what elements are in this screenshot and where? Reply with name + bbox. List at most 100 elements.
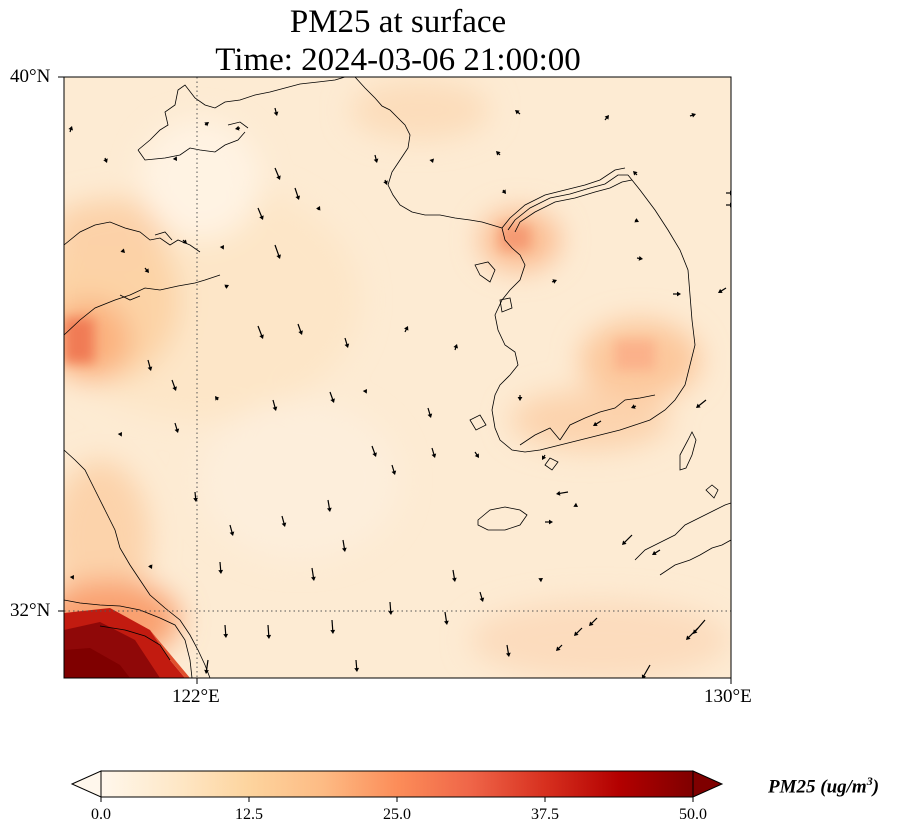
wind-arrow-head (474, 453, 479, 458)
colorbar-tick-2: 25.0 (383, 806, 411, 823)
wind-arrow-head (223, 633, 229, 638)
wind-arrow-head (693, 629, 698, 634)
map-frame (63, 76, 732, 679)
wind-arrow-head (273, 111, 279, 116)
wind-arrow-shaft (642, 664, 651, 678)
wind-arrow-head (372, 452, 377, 457)
colorbar-tick-3: 37.5 (531, 806, 559, 823)
colorbar-tick-0: 0.0 (91, 806, 111, 823)
wind-arrow-head (404, 326, 409, 331)
wind-arrow-head (266, 634, 272, 639)
wind-arrow-head (505, 652, 511, 657)
wind-arrow-head (174, 428, 180, 433)
wind-arrow-head (496, 151, 501, 156)
wind-arrow-head (204, 122, 209, 127)
wind-arrow-head (259, 334, 264, 339)
gridlines (64, 77, 731, 678)
colorbar-label-sup: 3 (866, 774, 873, 788)
wind-arrow-head (429, 158, 435, 163)
wind-arrow-head (316, 206, 321, 211)
wind-arrow-shaft (205, 659, 209, 673)
wind-arrow-head (219, 245, 224, 250)
wind-arrow-head (652, 550, 657, 555)
wind-arrow-head (479, 597, 485, 602)
wind-arrow-head (542, 455, 547, 460)
wind-arrow-head (272, 406, 278, 411)
wind-arrow-shaft (331, 619, 334, 633)
wind-arrow-head (362, 389, 367, 394)
wind-arrow-head (172, 156, 177, 161)
wind-arrow-head (552, 279, 557, 284)
lon-tick-130e: 130°E (704, 686, 752, 707)
pm25-field (64, 77, 731, 678)
wind-arrow-head (453, 344, 459, 349)
wind-arrow-head (148, 564, 153, 569)
wind-arrow-head (229, 531, 235, 536)
wind-arrow-head (182, 239, 187, 244)
wind-arrow-shaft (693, 619, 706, 633)
wind-arrow-shaft (274, 244, 280, 258)
wind-arrow-head (677, 291, 681, 297)
wind-arrow-head (103, 158, 108, 163)
wind-arrow-head (604, 115, 609, 120)
wind-arrow-head (330, 629, 336, 634)
wind-arrow-head (224, 284, 229, 289)
coastlines (64, 77, 731, 678)
wind-arrow-head (218, 569, 224, 574)
wind-arrow-head (696, 403, 701, 408)
wind-arrow-head (388, 610, 394, 615)
axis-tick-marks (58, 76, 732, 684)
wind-arrow-head (281, 522, 287, 527)
colorbar-bar (100, 770, 694, 798)
wind-arrow-head (235, 125, 240, 131)
wind-arrow-head (691, 112, 696, 118)
wind-arrow-head (276, 175, 281, 180)
wind-arrow-head (451, 577, 457, 582)
wind-arrow-head (556, 646, 561, 651)
wind-arrow-head (344, 343, 350, 348)
high-pm25-blob (64, 608, 190, 678)
colorbar-extend-min (70, 770, 102, 798)
wind-arrow-head (638, 255, 643, 261)
colorbar-tick-4: 50.0 (679, 806, 707, 823)
wind-arrow-head (193, 497, 198, 502)
wind-arrow-head (444, 620, 449, 625)
wind-arrow-head (391, 470, 397, 475)
wind-arrow-head (383, 180, 388, 185)
wind-arrow-head (276, 254, 281, 259)
wind-arrow-shaft (622, 534, 633, 545)
wind-arrow-head (641, 674, 647, 678)
wind-arrow-head (517, 397, 523, 401)
wind-arrow-head (69, 575, 74, 580)
wind-arrow-head (573, 502, 578, 507)
colorbar-tick-1: 12.5 (235, 806, 263, 823)
wind-arrow-head (631, 404, 636, 409)
wind-arrow-head (538, 578, 543, 583)
colorbar (70, 770, 724, 802)
wind-arrow-head (326, 507, 332, 512)
wind-arrow-head (589, 621, 594, 626)
wind-arrow-head (549, 519, 553, 525)
wind-arrow-head (295, 195, 301, 200)
lon-tick-122e: 122°E (172, 686, 220, 707)
wind-arrow-head (330, 398, 335, 403)
wind-arrow-head (593, 421, 598, 426)
jeju-island (477, 506, 528, 531)
wind-arrow-head (354, 667, 360, 672)
wind-arrow-head (556, 490, 561, 496)
wind-arrow-head (311, 576, 316, 581)
wind-arrow-head (373, 158, 379, 163)
wind-arrow-head (204, 669, 209, 674)
wind-arrow-head (341, 547, 347, 552)
map-title: PM25 at surface (289, 4, 507, 40)
wind-arrow-head (144, 268, 149, 273)
colorbar-extend-max (692, 770, 724, 798)
wind-arrow-shaft (267, 624, 270, 638)
wind-arrow-head (298, 330, 303, 335)
wind-arrow-head (634, 218, 639, 223)
colorbar-label: PM25 (ug/m3) (768, 774, 879, 798)
wind-arrow-head (633, 171, 638, 176)
map-time-subtitle: Time: 2024-03-06 21:00:00 (215, 42, 581, 78)
colorbar-label-close: ) (872, 776, 880, 798)
